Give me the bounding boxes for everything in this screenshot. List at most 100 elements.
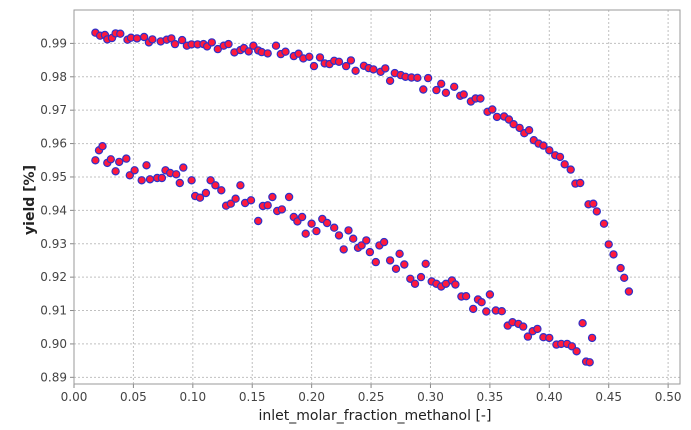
data-point [482,307,491,316]
data-point [395,249,404,258]
data-point [477,298,486,307]
data-point [207,38,216,47]
x-tick-label: 0.30 [417,390,444,404]
data-point [142,161,151,170]
data-point [437,79,446,89]
data-point [106,155,116,164]
x-axis-title: inlet_molar_fraction_methanol [-] [259,408,492,424]
data-point [585,358,594,367]
data-point [187,176,196,185]
data-point [609,250,618,259]
data-point [459,90,468,99]
data-point [277,205,287,214]
data-point [441,88,451,98]
data-point [423,73,433,83]
data-point [589,199,598,208]
data-point [305,52,314,62]
x-tick-label: 0.05 [120,390,147,404]
data-point [244,47,253,56]
data-point [515,123,524,133]
data-point [523,332,533,341]
x-tick-label: 0.35 [477,390,504,404]
y-axis-title: yield [%] [22,165,38,235]
data-point [137,176,146,185]
data-point [284,192,294,202]
data-point [114,157,124,167]
data-point [369,65,378,74]
data-point [357,241,366,250]
data-points [91,28,634,367]
data-point [315,53,325,62]
data-point [122,154,131,163]
data-point [476,94,485,103]
y-tick-label: 0.94 [40,203,67,217]
data-point [421,259,430,268]
data-point [616,263,625,273]
x-tick-label: 0.50 [655,390,682,404]
y-tick-label: 0.96 [40,137,67,151]
data-point [170,39,180,49]
y-tick-label: 0.91 [40,304,67,318]
data-point [125,171,135,180]
y-tick-label: 0.98 [40,70,67,84]
data-point [519,322,528,331]
data-point [492,112,502,122]
data-point [334,57,344,67]
data-point [419,85,428,94]
data-point [139,32,149,42]
data-point [599,219,609,228]
data-point [461,292,471,301]
data-point [451,280,460,289]
x-tick-label: 0.25 [358,390,385,404]
data-point [539,141,548,150]
data-point [231,194,240,203]
data-point [206,176,215,185]
data-point [604,240,613,249]
data-point [587,333,597,343]
data-point [195,193,205,202]
data-point [624,287,634,296]
data-point [217,186,226,195]
data-point [171,170,181,179]
data-point [391,264,401,273]
data-point [201,188,211,198]
plot-background [74,10,680,384]
data-point [297,212,307,222]
data-point [349,234,358,243]
data-point [385,256,395,265]
data-point [236,181,245,190]
data-point [572,347,581,356]
series-2 [91,141,597,367]
data-point [566,165,575,174]
data-point [413,73,422,83]
data-point [263,49,272,58]
data-point [400,260,409,269]
data-point [555,152,565,162]
data-point [116,29,125,38]
data-point [312,226,321,236]
y-tick-label: 0.92 [40,270,67,284]
data-point [226,199,235,208]
data-point [351,66,360,76]
data-point [576,178,585,188]
data-point [620,273,629,282]
data-point [281,47,290,56]
x-tick-label: 0.10 [179,390,206,404]
data-point [410,279,420,288]
data-point [268,192,277,202]
data-point [497,307,506,316]
data-point [339,245,348,254]
data-point [381,64,390,73]
y-tick-label: 0.95 [40,170,67,184]
data-point [111,167,120,176]
y-tick-label: 0.99 [40,36,67,50]
x-axis: 0.00 0.05 0.10 0.15 0.20 0.25 0.30 0.35 0.40 0.45… [61,384,682,404]
x-tick-label: 0.00 [61,390,88,404]
data-point [379,237,389,247]
data-point [524,125,534,135]
data-point [545,146,554,155]
data-point [263,201,272,210]
data-point [246,196,256,205]
data-point [450,82,459,92]
